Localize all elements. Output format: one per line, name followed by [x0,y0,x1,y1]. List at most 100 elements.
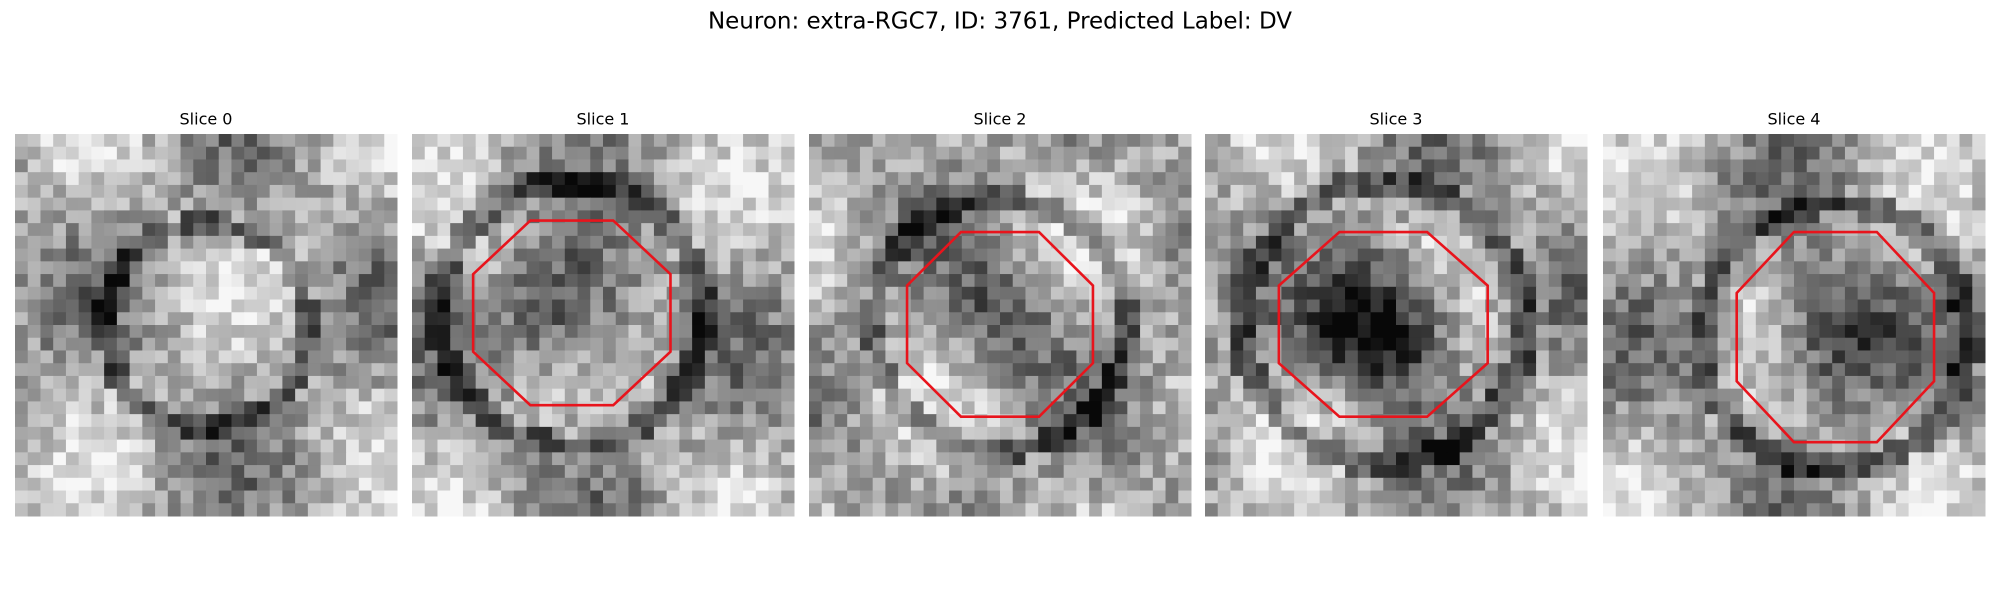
pixel [1679,375,1693,390]
pixel [40,286,54,301]
pixel [1370,235,1384,250]
pixel [987,350,1001,364]
pixel [717,401,731,415]
pixel [628,286,642,301]
pixel [1408,401,1422,415]
pixel [781,325,795,339]
pixel [1615,197,1629,211]
pixel [1459,299,1473,313]
pixel [936,490,950,504]
pixel [424,325,438,339]
pixel [704,375,719,390]
pixel [488,210,502,224]
pixel [1101,312,1116,326]
pixel [53,350,67,364]
pixel [1408,261,1422,275]
pixel [1870,134,1884,148]
pixel [1319,375,1333,390]
pixel [1857,401,1871,415]
pixel [1012,401,1026,415]
pixel [641,197,655,211]
pixel [872,388,886,402]
pixel [1025,490,1039,504]
pixel [1063,312,1077,326]
pixel [1127,134,1141,148]
pixel [65,388,80,402]
pixel [526,375,540,390]
pixel [603,134,617,148]
pixel [1615,401,1629,415]
pixel [53,426,67,441]
pixel [603,299,617,313]
pixel [1408,248,1422,262]
pixel [1730,388,1744,402]
pixel [1883,261,1897,275]
pixel [1230,363,1244,377]
pixel [358,439,373,453]
pixel [1883,210,1897,224]
pixel [1140,426,1154,441]
pixel [923,439,937,453]
pixel [1076,452,1090,466]
pixel [437,146,451,160]
pixel [1870,312,1884,326]
pixel [1140,465,1154,479]
pixel [1959,146,1973,160]
pixel [1485,235,1499,250]
pixel [1934,414,1948,428]
pixel [1114,274,1128,288]
pixel [1178,172,1192,186]
pixel [1574,337,1588,351]
pixel [104,286,118,301]
pixel [1946,299,1961,313]
pixel [1152,184,1167,199]
pixel [961,223,976,237]
pixel [1408,426,1422,441]
pixel [552,414,566,428]
pixel [1510,172,1524,186]
pixel [384,414,398,428]
pixel [256,490,271,504]
pixel [1178,261,1192,275]
pixel [539,261,553,275]
pixel [1408,184,1422,199]
pixel [987,248,1001,262]
pixel [1357,134,1372,148]
pixel [320,363,334,377]
pixel [1743,375,1757,390]
pixel [1000,261,1014,275]
pixel [590,235,604,250]
pixel [768,414,782,428]
pixel [475,426,489,441]
pixel [1063,503,1077,517]
pixel [1743,490,1757,504]
pixel [1755,172,1770,186]
pixel [116,350,131,364]
pixel [1921,325,1935,339]
pixel [1063,388,1077,402]
pixel [27,134,41,148]
pixel [679,261,693,275]
pixel [1781,388,1795,402]
pixel [1536,337,1550,351]
pixel [1127,375,1141,390]
pixel [475,375,489,390]
pixel [628,503,642,517]
pixel [859,248,874,262]
pixel [949,184,963,199]
pixel [231,248,245,262]
pixel [1603,312,1617,326]
pixel [244,159,258,173]
pixel [27,248,41,262]
pixel [155,159,169,173]
pixel [142,363,156,377]
pixel [167,248,182,262]
pixel [987,197,1001,211]
pixel [653,337,668,351]
pixel [1934,465,1948,479]
pixel [269,439,283,453]
pixel [1692,235,1706,250]
pixel [1832,375,1846,390]
pixel [1000,286,1014,301]
pixel [1781,337,1795,351]
